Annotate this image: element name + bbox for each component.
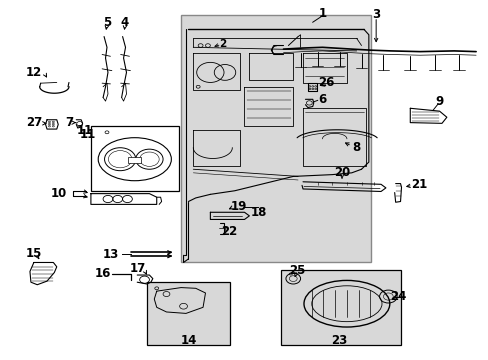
Text: 9: 9 <box>434 95 443 108</box>
Text: 20: 20 <box>333 166 349 179</box>
Bar <box>147 282 229 345</box>
Text: 22: 22 <box>220 225 237 238</box>
Text: 21: 21 <box>410 178 427 191</box>
Text: 8: 8 <box>352 141 360 154</box>
Text: 7: 7 <box>65 116 73 129</box>
Text: 23: 23 <box>331 334 347 347</box>
Text: 11: 11 <box>79 127 96 141</box>
Text: 3: 3 <box>371 8 380 21</box>
Text: 16: 16 <box>95 267 111 280</box>
Text: 27: 27 <box>26 116 42 129</box>
Bar <box>281 270 400 345</box>
Text: 25: 25 <box>288 264 305 277</box>
Bar <box>91 126 178 191</box>
Text: 1: 1 <box>318 7 326 20</box>
Text: 10: 10 <box>51 187 67 200</box>
Text: 24: 24 <box>389 290 406 303</box>
Text: 14: 14 <box>180 334 196 347</box>
Text: 5: 5 <box>102 16 111 29</box>
Text: 13: 13 <box>102 248 118 261</box>
Text: 26: 26 <box>318 76 334 89</box>
Text: 19: 19 <box>230 201 246 213</box>
Text: 2: 2 <box>219 39 226 49</box>
Text: 12: 12 <box>26 66 42 79</box>
Text: 18: 18 <box>250 207 267 220</box>
Text: 6: 6 <box>318 93 326 106</box>
Text: 17: 17 <box>130 262 146 275</box>
Bar <box>181 15 370 262</box>
Bar <box>128 157 141 163</box>
Text: 11: 11 <box>76 124 93 137</box>
Text: 15: 15 <box>25 247 42 260</box>
Text: 4: 4 <box>121 16 129 29</box>
